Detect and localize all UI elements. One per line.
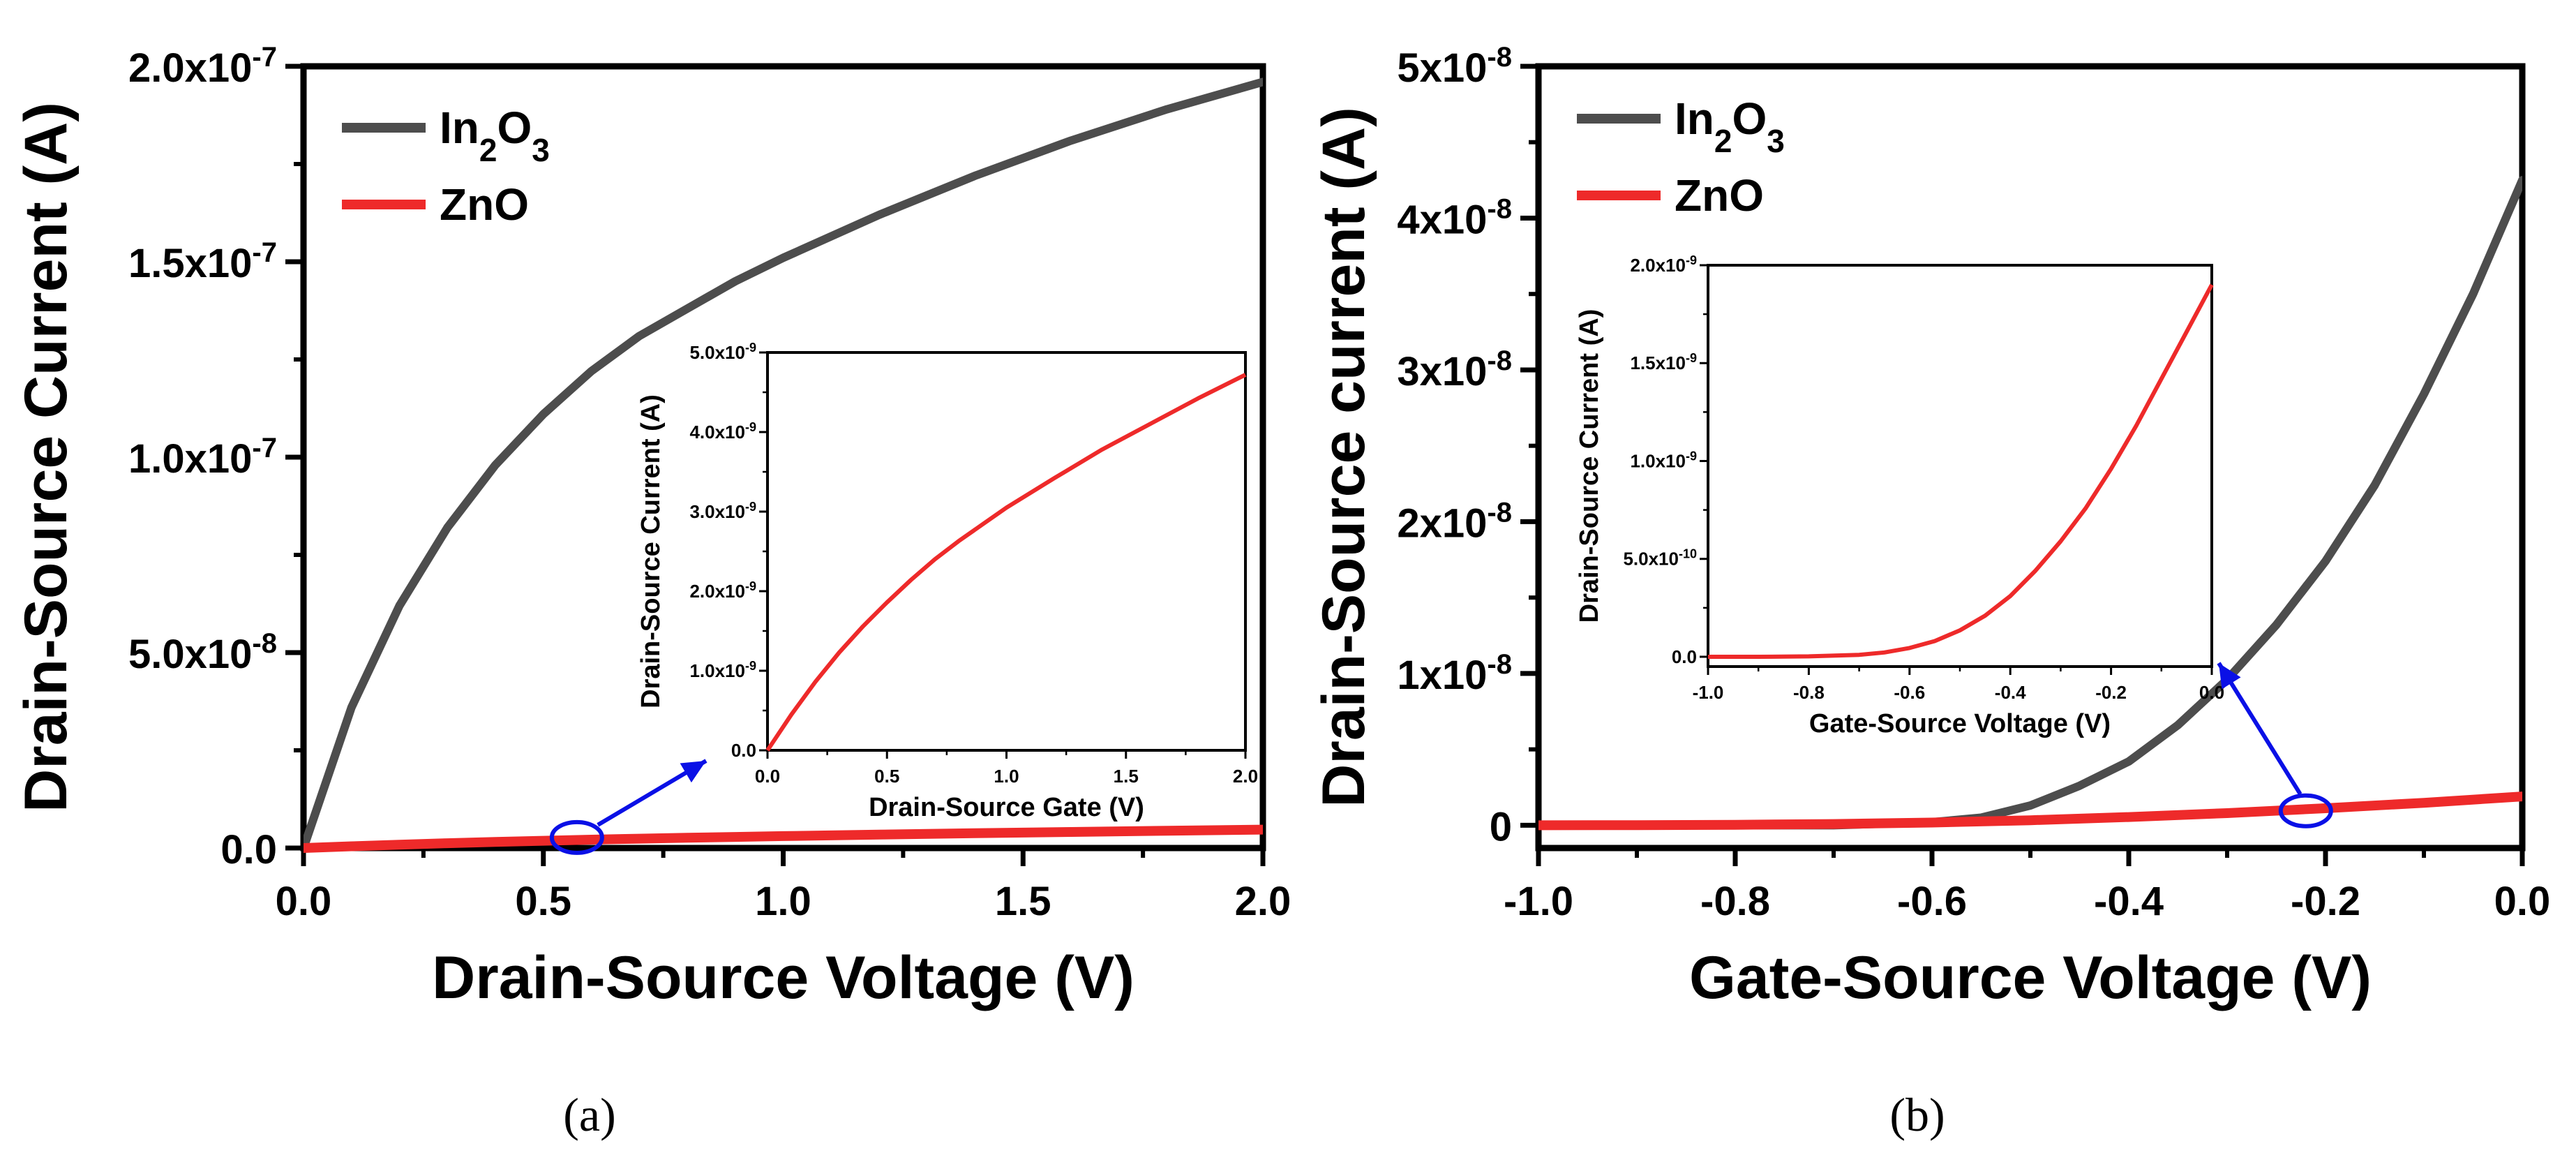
y-axis-label: Drain-Source Current (A) bbox=[13, 102, 80, 812]
inset-x-tick-label: -0.6 bbox=[1894, 682, 1925, 703]
inset-x-tick-label: 0.0 bbox=[2199, 682, 2224, 703]
inset-y-tick-label: 2.0x10-9 bbox=[1630, 253, 1697, 276]
callout-arrow bbox=[2217, 662, 2302, 796]
inset-y-axis-label: Drain-Source Current (A) bbox=[636, 394, 666, 708]
caption-b: (b) bbox=[1889, 1088, 1945, 1141]
x-tick-label: -0.2 bbox=[2291, 879, 2360, 924]
y-tick-label: 4x10-8 bbox=[1397, 193, 1512, 242]
x-axis-label: Drain-Source Voltage (V) bbox=[432, 944, 1135, 1011]
series-group bbox=[1538, 176, 2522, 831]
inset-y-tick-label: 0.0 bbox=[1672, 646, 1697, 667]
inset-x-tick-label: 0.0 bbox=[755, 766, 780, 787]
inset-y-tick-label: 1.0x10-9 bbox=[689, 659, 756, 681]
x-tick-label: -0.8 bbox=[1700, 879, 1770, 924]
inset-series-line bbox=[1708, 283, 2214, 659]
legend-label: ZnO bbox=[1675, 170, 1764, 221]
x-tick-label: 0.0 bbox=[276, 879, 332, 924]
x-tick-label: 1.0 bbox=[755, 879, 811, 924]
inset-x-tick-label: 1.0 bbox=[994, 766, 1019, 787]
inset-y-tick-label: 5.0x10-9 bbox=[689, 341, 756, 363]
series-line-zno bbox=[304, 824, 1263, 853]
x-tick-label: -1.0 bbox=[1504, 879, 1573, 924]
callout-ellipse bbox=[2278, 793, 2333, 828]
y-tick-label: 5x10-8 bbox=[1397, 42, 1512, 91]
inset-y-tick-label: 2.0x10-9 bbox=[689, 579, 756, 602]
inset-x-axis-label: Drain-Source Gate (V) bbox=[869, 793, 1144, 822]
callout-arrowhead bbox=[680, 761, 706, 783]
legend-label: In2O3 bbox=[1675, 94, 1785, 159]
x-tick-label: 2.0 bbox=[1235, 879, 1291, 924]
inset-x-tick-label: -0.8 bbox=[1793, 682, 1825, 703]
inset-y-tick-label: 3.0x10-9 bbox=[689, 500, 756, 522]
inset-x-tick-label: 0.5 bbox=[874, 766, 899, 787]
series-line-in2o3 bbox=[304, 77, 1263, 852]
y-tick-label: 2x10-8 bbox=[1397, 497, 1512, 546]
series-group bbox=[304, 77, 1263, 853]
callout-arrowhead bbox=[2219, 663, 2241, 690]
y-axis-label: Drain-Source current (A) bbox=[1310, 107, 1377, 808]
panel-a-chart: 0.0 5.0x10-8 1.0x10-7 1.5x10-7 2.0x10-7 0.0 0.… bbox=[13, 42, 1291, 1011]
x-tick-label: 1.5 bbox=[995, 879, 1051, 924]
inset-x-tick-label: 1.5 bbox=[1114, 766, 1139, 787]
inset-y-axis-label: Drain-Source Current (A) bbox=[1575, 309, 1604, 623]
inset-y-tick-label: 0.0 bbox=[731, 740, 756, 761]
inset-y-tick-label: 1.0x10-9 bbox=[1630, 449, 1697, 471]
inset-y-tick-label: 5.0x10-10 bbox=[1623, 547, 1697, 570]
y-tick-label: 1.5x10-7 bbox=[128, 237, 277, 286]
y-tick-label: 1x10-8 bbox=[1397, 649, 1512, 698]
y-tick-label: 5.0x10-8 bbox=[128, 628, 277, 677]
inset-x-tick-label: 2.0 bbox=[1233, 766, 1258, 787]
y-tick-label: 3x10-8 bbox=[1397, 345, 1512, 394]
inset-series-line bbox=[765, 373, 1247, 752]
y-tick-label: 0 bbox=[1490, 804, 1512, 849]
inset-frame bbox=[1707, 264, 2213, 668]
inset-y-tick-label: 1.5x10-9 bbox=[1630, 351, 1697, 373]
inset-y-tick-label: 4.0x10-9 bbox=[689, 420, 756, 443]
x-tick-label: 0.0 bbox=[2494, 879, 2551, 924]
y-tick-label: 2.0x10-7 bbox=[128, 42, 277, 91]
legend-label: ZnO bbox=[440, 179, 529, 230]
inset-x-tick-label: -0.4 bbox=[1995, 682, 2026, 703]
x-tick-label: 0.5 bbox=[515, 879, 571, 924]
series-line-zno bbox=[1538, 791, 2522, 831]
inset-x-tick-label: -0.2 bbox=[2095, 682, 2127, 703]
inset-x-tick-label: -1.0 bbox=[1693, 682, 1724, 703]
x-axis-label: Gate-Source Voltage (V) bbox=[1689, 944, 2372, 1011]
x-tick-label: -0.6 bbox=[1897, 879, 1967, 924]
x-tick-label: -0.4 bbox=[2094, 879, 2164, 924]
callout-ellipse bbox=[549, 819, 604, 855]
inset-x-axis-label: Gate-Source Voltage (V) bbox=[1809, 709, 2111, 738]
panel-b-chart: 0 1x10-8 2x10-8 3x10-8 4x10-8 5x10-8 -1.0 -0.8 -… bbox=[1310, 42, 2550, 1011]
legend-label: In2O3 bbox=[440, 103, 550, 168]
caption-a: (a) bbox=[563, 1088, 615, 1141]
y-tick-label: 1.0x10-7 bbox=[128, 433, 277, 482]
y-tick-label: 0.0 bbox=[220, 827, 277, 872]
